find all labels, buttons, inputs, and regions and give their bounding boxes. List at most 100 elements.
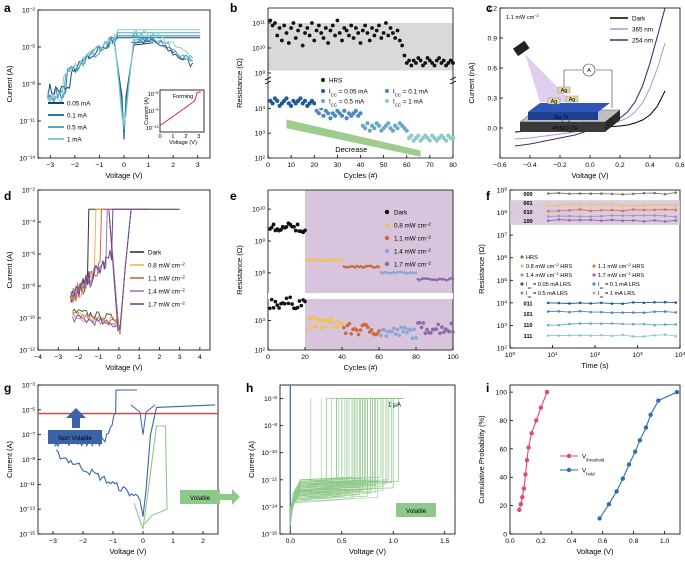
hrs-point xyxy=(318,258,322,262)
lrs-point xyxy=(318,318,322,322)
lrs-point xyxy=(347,321,352,326)
y-tick-label: 10−6 xyxy=(22,250,35,259)
lrs-point xyxy=(329,316,333,321)
inset-c-meter: A xyxy=(587,68,591,74)
hrs-point xyxy=(356,31,361,35)
lrs-point xyxy=(410,336,415,340)
lrs-point xyxy=(305,327,309,332)
lrs-point xyxy=(295,305,300,310)
lrs-point xyxy=(372,126,377,131)
x-tick-label: 0.4 xyxy=(645,162,655,169)
series-d-low-1 xyxy=(72,310,118,325)
hrs-point xyxy=(421,63,425,68)
legend-label: 1.1 mW cm−2 xyxy=(394,234,431,243)
hrs-point xyxy=(329,259,333,263)
lrs-point xyxy=(349,331,354,336)
lrs-point xyxy=(363,126,368,131)
y-tick-label: 10−10 xyxy=(261,449,277,458)
y-tick-label: 1010 xyxy=(252,44,265,53)
x-tick-label: −3 xyxy=(49,538,57,545)
hrs-point xyxy=(314,28,319,33)
legend-marker xyxy=(384,261,390,267)
hrs-point xyxy=(362,266,366,269)
legend-marker xyxy=(384,222,390,228)
retention-point xyxy=(578,215,582,218)
lrs-point xyxy=(366,325,370,330)
y-tick-label: 40 xyxy=(499,475,507,482)
inset-a-xtick: 2 xyxy=(184,134,187,140)
hrs-point xyxy=(268,18,273,23)
legend-label: 1.7 mW cm−2 xyxy=(148,300,185,309)
x-tick-label: 0.2 xyxy=(536,538,546,545)
x-tick-label: 50 xyxy=(380,162,388,169)
retention-point xyxy=(557,323,561,327)
state-code: 100 xyxy=(523,219,532,225)
retention-point xyxy=(631,192,635,196)
legend-label: Vthreshold xyxy=(582,454,605,463)
lrs-point xyxy=(369,328,374,332)
legend-marker xyxy=(592,264,596,268)
nonvolatile-label: Non Volatile xyxy=(58,435,92,442)
x-tick-label: 0.8 xyxy=(629,538,639,545)
cdf-point xyxy=(526,445,531,450)
panel-d-frame xyxy=(37,189,211,351)
hrs-point xyxy=(282,23,287,28)
lrs-point xyxy=(404,128,409,133)
retention-point xyxy=(663,323,667,326)
lrs-point xyxy=(316,111,321,116)
retention-point xyxy=(557,334,561,337)
x-tick-label: −4 xyxy=(34,354,42,361)
y-tick-label: 10−11 xyxy=(20,117,36,126)
retention-point xyxy=(621,311,624,314)
retention-point xyxy=(674,208,678,212)
hrs-point xyxy=(444,63,448,68)
x-tick-label: 3 xyxy=(196,162,200,169)
lrs-point xyxy=(284,96,289,101)
series-h-return-14 xyxy=(295,398,363,495)
retention-point xyxy=(578,301,582,305)
axis-break xyxy=(264,76,272,81)
inset-a-ylabel: Current (A) xyxy=(144,97,150,125)
hrs-point xyxy=(311,259,314,263)
lrs-point xyxy=(344,116,349,121)
decrease-arrow xyxy=(286,119,421,157)
retention-point xyxy=(568,302,571,305)
retention-point xyxy=(578,334,582,337)
lrs-point xyxy=(342,108,347,113)
hrs-point xyxy=(292,224,296,229)
x-tick-label: 1 xyxy=(147,162,151,169)
series-i-1 xyxy=(599,391,678,519)
retention-point xyxy=(568,214,571,218)
hrs-point xyxy=(305,26,310,30)
lrs-point xyxy=(268,306,272,311)
hrs-point xyxy=(390,31,395,35)
hrs-point xyxy=(400,43,405,48)
legend-label: 0.8 mW cm−2 xyxy=(394,221,431,230)
y-tick-label: 10−6 xyxy=(264,395,277,404)
lrs-point xyxy=(386,121,391,126)
retention-point xyxy=(631,214,635,217)
lrs-point xyxy=(429,331,433,335)
retention-point xyxy=(674,334,678,338)
legend-box xyxy=(316,74,446,108)
hrs-point xyxy=(414,61,418,65)
y-tick-label: 108 xyxy=(497,209,508,218)
lrs-point xyxy=(323,324,328,328)
legend-marker xyxy=(520,291,524,295)
hrs-point xyxy=(284,224,289,229)
x-tick-label: 101 xyxy=(547,351,558,360)
legend-label: Icc = 1 mA LRS xyxy=(598,291,635,299)
lrs-point xyxy=(397,333,402,338)
panel-h: 0.0 0.5 1.0 1.5 10−16 10−14 10−12 10−10 10−8 10−6… xyxy=(247,384,456,556)
inset-c-substrate: Pt/SiO2/Si xyxy=(553,126,578,134)
hrs-point xyxy=(374,28,379,33)
retention-point xyxy=(642,335,646,338)
lrs-point xyxy=(395,126,400,131)
hrs-point xyxy=(401,271,405,274)
y-tick-label: 10−2 xyxy=(22,186,35,195)
lrs-point xyxy=(275,303,280,307)
x-axis-label: Voltage (V) xyxy=(109,547,147,556)
series-d-3 xyxy=(70,208,150,302)
hrs-point xyxy=(451,61,455,65)
series-h-return-7 xyxy=(295,398,346,501)
